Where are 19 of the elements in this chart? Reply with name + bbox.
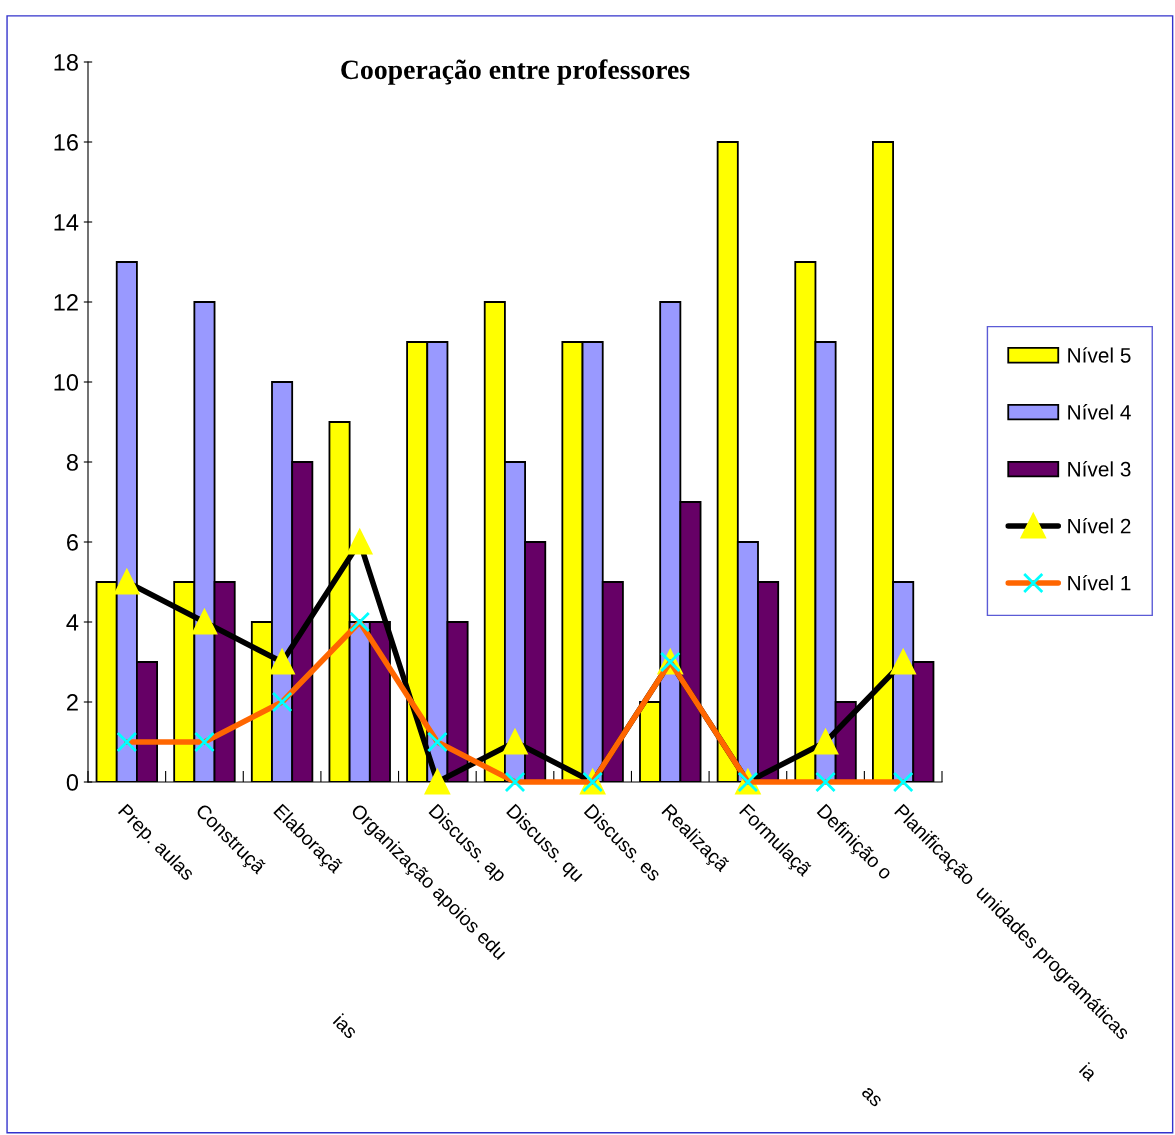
y-tick-label: 8 [66, 454, 78, 471]
y-tick-label: 12 [54, 294, 78, 311]
y-tick-label: 6 [67, 534, 78, 551]
y-tick-label: 18 [54, 54, 78, 71]
y-tick-label: 0 [66, 774, 79, 791]
legend-label: Nível 3 [1068, 461, 1131, 477]
y-tick-label: 4 [66, 614, 79, 631]
legend-label: Nível 4 [1068, 404, 1131, 420]
y-tick-label: 14 [54, 214, 79, 231]
y-tick-label: 16 [54, 134, 78, 151]
legend-label: Nível 5 [1068, 347, 1131, 363]
chart-title: Cooperação entre professores [341, 59, 690, 85]
y-tick-label: 10 [54, 374, 79, 391]
text: ias [332, 1013, 359, 1040]
legend-label: Nível 2 [1068, 517, 1131, 534]
text: ia [1078, 1061, 1099, 1082]
y-tick-label: 2 [67, 694, 78, 711]
legend-label: Nível 1 [1068, 574, 1131, 591]
text: as [861, 1086, 883, 1108]
